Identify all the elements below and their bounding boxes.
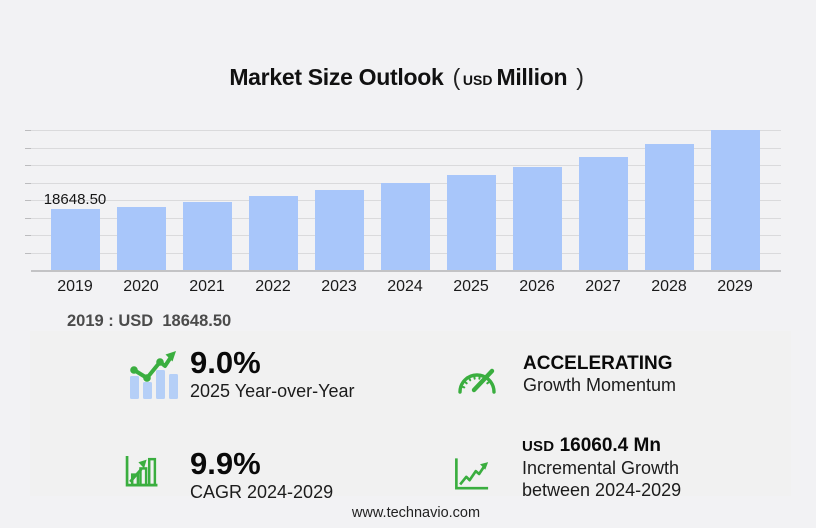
momentum-value: ACCELERATING [523, 353, 673, 374]
stats-panel [30, 331, 791, 496]
bar-2028 [644, 144, 694, 270]
stat-yoy-growth: 9.0% 2025 Year-over-Year [126, 345, 354, 403]
incremental-amount: 16060.4 Mn [559, 435, 661, 456]
y-axis-tick [25, 147, 31, 149]
x-tick-label-2029: 2029 [717, 278, 753, 295]
stat-incremental-text: USD 16060.4 Mn Incremental Growth betwee… [522, 434, 681, 501]
stat-cagr-text: 9.9% CAGR 2024-2029 [190, 446, 333, 504]
stat-growth-momentum: ACCELERATING Growth Momentum [452, 352, 676, 397]
momentum-label: Growth Momentum [523, 375, 677, 395]
y-axis-tick [25, 130, 31, 131]
title-paren-open: ( [452, 64, 461, 90]
cagr-label: CAGR 2024-2029 [190, 482, 334, 502]
stat-yoy-text: 9.0% 2025 Year-over-Year [190, 345, 354, 403]
yoy-value: 9.0% [190, 345, 261, 380]
line-chart-arrow-icon [455, 458, 489, 490]
base-year-value: 2019 : USD 18648.50 [67, 312, 232, 330]
yoy-label: 2025 Year-over-Year [190, 381, 355, 401]
x-tick-label-2028: 2028 [651, 278, 687, 295]
bar-line-growth-icon [130, 351, 178, 399]
x-tick-label-2023: 2023 [321, 278, 357, 295]
incremental-label-line2: between 2024-2029 [522, 479, 682, 500]
bar-chart-arrow-icon [125, 456, 158, 487]
y-axis-tick [25, 217, 31, 219]
bar-2029 [710, 130, 760, 270]
gridline [31, 130, 781, 131]
x-tick-label-2025: 2025 [453, 278, 489, 295]
page-title: Market Size Outlook (USD Million ) [0, 64, 816, 91]
website-text: www.technavio.com [351, 505, 481, 521]
y-axis-tick [25, 252, 31, 254]
title-paren-close: ) [576, 64, 584, 90]
y-axis-tick [25, 165, 31, 166]
stat-incremental-growth: USD 16060.4 Mn Incremental Growth betwee… [454, 434, 681, 501]
incremental-currency: USD [522, 438, 555, 455]
bar-2027 [578, 156, 628, 270]
x-tick-label-2019: 2019 [57, 278, 93, 295]
gridline [31, 147, 781, 149]
bar-2025 [446, 174, 496, 270]
x-tick-label-2020: 2020 [123, 278, 159, 295]
bar-2024 [380, 182, 430, 270]
y-axis-tick [25, 200, 31, 201]
bar-2026 [512, 166, 562, 270]
stat-momentum-text: ACCELERATING Growth Momentum [523, 352, 676, 397]
x-tick-label-2026: 2026 [519, 278, 555, 295]
bar-2019 [50, 208, 100, 270]
title-unit: Million [496, 64, 568, 90]
x-tick-label-2024: 2024 [387, 278, 423, 295]
bar-2023 [314, 190, 364, 270]
gridline [31, 165, 781, 166]
bar-chart-plot: 2019 2020 2021 2022 2023 2024 2025 2026 2027 2028… [25, 130, 781, 295]
speedometer-icon [458, 368, 496, 394]
incremental-label-line1: Incremental Growth [522, 458, 680, 478]
bar-2020 [116, 206, 166, 270]
y-axis-tick [25, 182, 31, 184]
title-main: Market Size Outlook [229, 64, 444, 90]
x-tick-label-2022: 2022 [255, 278, 291, 295]
bar-2022 [248, 195, 298, 270]
cagr-value: 9.9% [190, 446, 261, 481]
x-tick-label-2027: 2027 [585, 278, 621, 295]
title-currency: USD [462, 72, 493, 88]
bar-2021 [182, 201, 232, 270]
stat-cagr: 9.9% CAGR 2024-2029 [124, 446, 333, 504]
bar-value-label-2019: 18648.50 [43, 190, 107, 208]
x-tick-label-2021: 2021 [189, 278, 225, 295]
incremental-value: USD 16060.4 Mn [522, 434, 681, 458]
y-axis-tick [25, 235, 31, 236]
